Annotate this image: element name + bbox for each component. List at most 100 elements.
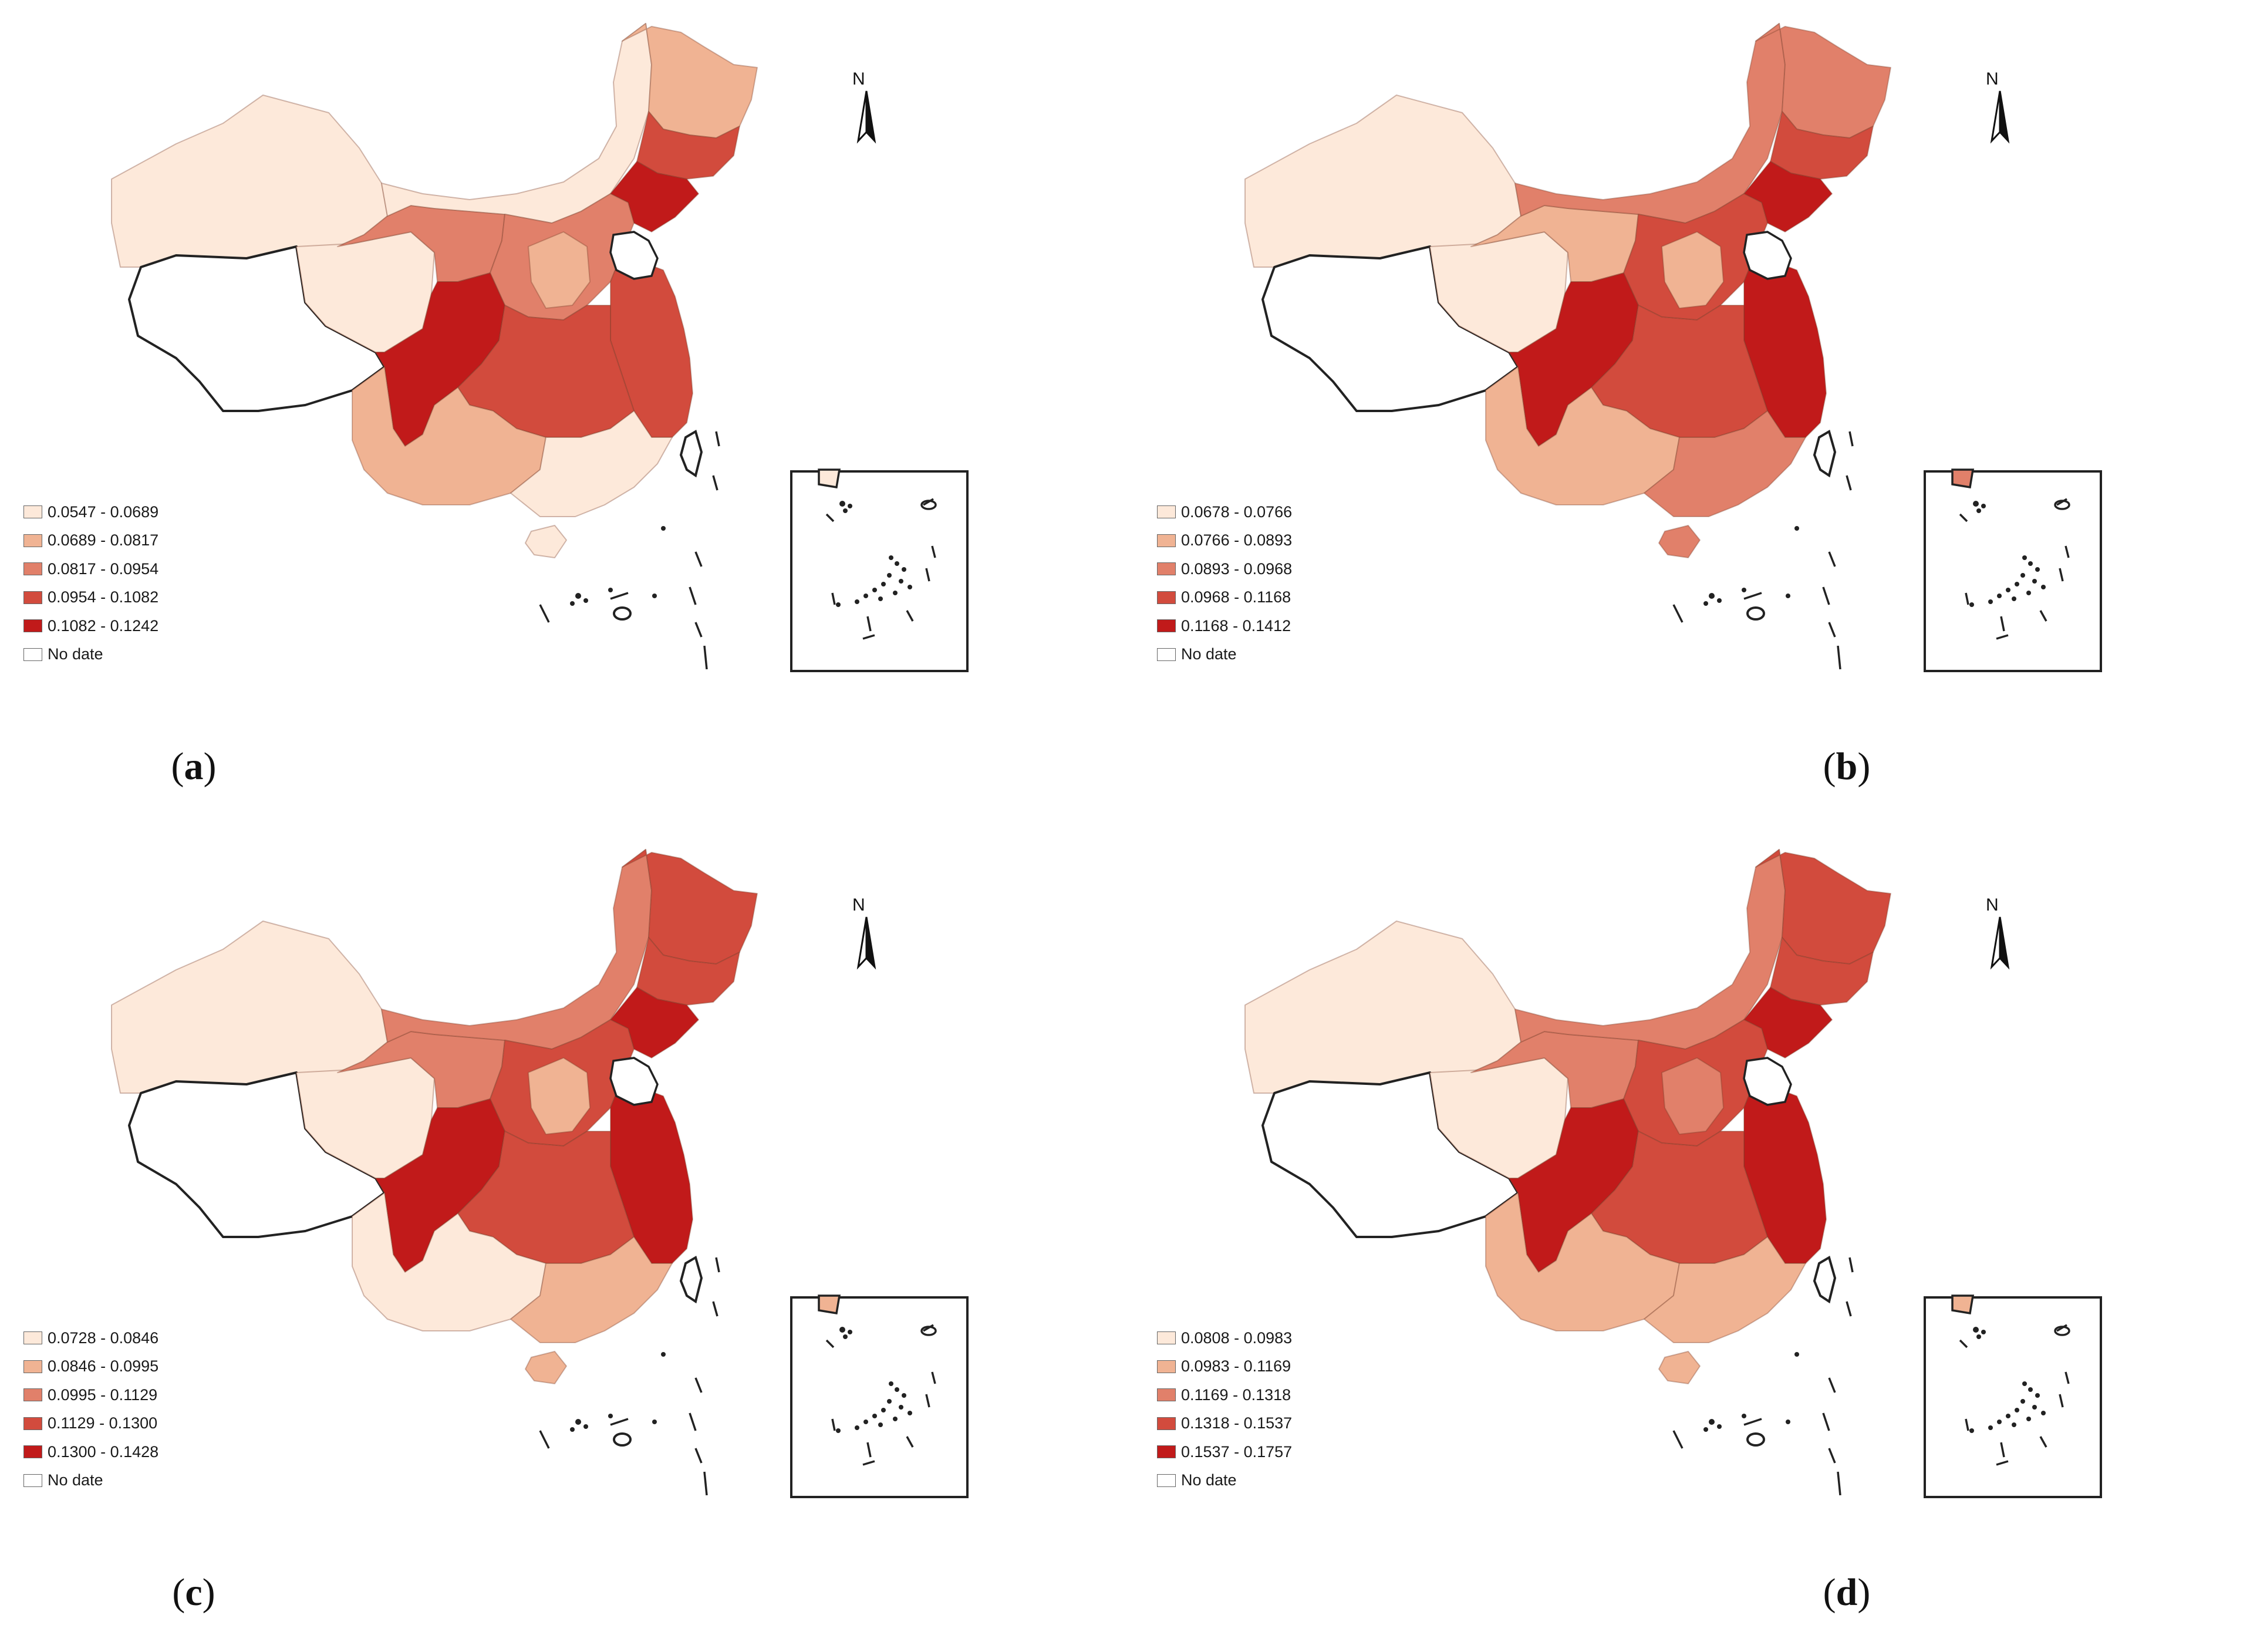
legend-row-5: 0.1537 - 0.1757	[1157, 1438, 1292, 1466]
china-map	[1244, 849, 2102, 1498]
legend-row-2: 0.0766 - 0.0893	[1157, 527, 1292, 555]
south-china-sea-inset	[790, 1294, 969, 1498]
legend-swatch-4	[1157, 1417, 1176, 1430]
legend-swatch-nodata	[23, 648, 42, 661]
legend-swatch-4	[23, 1417, 42, 1430]
legend-swatch-4	[23, 591, 42, 604]
region-south-coast	[1644, 410, 1806, 517]
legend-swatch-1	[23, 1331, 42, 1345]
caption-close: )	[203, 745, 217, 788]
caption-letter: b	[1836, 745, 1858, 788]
legend-label-1: 0.0547 - 0.0689	[48, 503, 159, 521]
legend-row-5: 0.1300 - 0.1428	[23, 1438, 158, 1466]
legend-swatch-3	[1157, 562, 1176, 576]
legend-row-nodata: No date	[1157, 640, 1292, 669]
china-map	[111, 23, 969, 672]
legend-row-2: 0.0689 - 0.0817	[23, 527, 158, 555]
legend-label-nodata: No date	[48, 645, 103, 663]
panel-caption: (a)	[135, 744, 252, 789]
south-sea-islands	[570, 526, 666, 606]
region-south-coast	[510, 1236, 673, 1343]
legend-label-2: 0.0983 - 0.1169	[1181, 1357, 1291, 1375]
south-china-sea-inset	[1924, 468, 2102, 672]
legend-swatch-4	[1157, 591, 1176, 604]
legend-swatch-2	[1157, 534, 1176, 547]
region-xinjiang	[1244, 921, 1522, 1094]
legend-row-nodata: No date	[23, 640, 158, 669]
bohai-sea	[1743, 1057, 1792, 1106]
region-hainan	[1658, 1351, 1701, 1384]
caption-close: )	[202, 1571, 215, 1614]
map-panel-d: N 0.0808 - 0.0983 0.0983 - 0.1169 0.1169…	[1134, 826, 2267, 1652]
caption-close: )	[1857, 1571, 1871, 1614]
north-label: N	[1986, 895, 1999, 915]
legend-row-5: 0.1168 - 0.1412	[1157, 612, 1292, 640]
mainland-provinces	[1244, 23, 1891, 558]
china-map	[1244, 23, 2102, 672]
legend-label-3: 0.0893 - 0.0968	[1181, 559, 1293, 578]
bohai-sea	[609, 231, 659, 280]
coast-outline	[1746, 606, 1765, 621]
legend-swatch-5	[23, 1445, 42, 1459]
mainland-provinces	[111, 849, 758, 1384]
north-label: N	[1986, 69, 1999, 89]
legend-row-3: 0.0817 - 0.0954	[23, 555, 158, 584]
legend-swatch-3	[23, 1388, 42, 1402]
taiwan-island	[1813, 429, 1837, 478]
region-jilin	[1770, 937, 1874, 1006]
caption-open: (	[1823, 745, 1836, 788]
caption-letter: c	[185, 1571, 203, 1614]
region-south-coast	[1644, 1236, 1806, 1343]
legend-label-1: 0.0808 - 0.0983	[1181, 1329, 1293, 1347]
bohai-sea	[609, 1057, 659, 1106]
map-legend: 0.0808 - 0.0983 0.0983 - 0.1169 0.1169 -…	[1157, 1324, 1292, 1495]
map-legend: 0.0728 - 0.0846 0.0846 - 0.0995 0.0995 -…	[23, 1324, 158, 1495]
south-sea-islands	[570, 1352, 666, 1432]
legend-label-4: 0.0954 - 0.1082	[48, 588, 159, 606]
map-legend: 0.0547 - 0.0689 0.0689 - 0.0817 0.0817 -…	[23, 498, 158, 669]
legend-label-nodata: No date	[1181, 1471, 1237, 1489]
legend-swatch-1	[23, 505, 42, 519]
legend-label-3: 0.0995 - 0.1129	[48, 1385, 158, 1404]
legend-swatch-5	[1157, 619, 1176, 633]
legend-row-nodata: No date	[1157, 1466, 1292, 1495]
legend-row-1: 0.0678 - 0.0766	[1157, 498, 1292, 527]
legend-row-4: 0.0954 - 0.1082	[23, 584, 158, 612]
legend-swatch-5	[1157, 1445, 1176, 1459]
legend-swatch-nodata	[1157, 1474, 1176, 1487]
legend-row-1: 0.0547 - 0.0689	[23, 498, 158, 527]
region-xinjiang	[1244, 95, 1522, 268]
north-arrow	[856, 916, 876, 970]
legend-swatch-1	[1157, 505, 1176, 519]
legend-row-3: 0.0995 - 0.1129	[23, 1381, 158, 1410]
north-label: N	[852, 69, 865, 89]
legend-label-4: 0.1318 - 0.1537	[1181, 1414, 1293, 1432]
map-panel-b: N 0.0678 - 0.0766 0.0766 - 0.0893 0.0893…	[1134, 0, 2267, 826]
legend-row-2: 0.0983 - 0.1169	[1157, 1353, 1292, 1381]
north-label: N	[852, 895, 865, 915]
caption-open: (	[1823, 1571, 1836, 1614]
south-sea-dashes	[539, 1257, 720, 1496]
south-sea-islands	[1703, 526, 1799, 606]
china-map	[111, 849, 969, 1498]
taiwan-island	[679, 429, 703, 478]
legend-row-5: 0.1082 - 0.1242	[23, 612, 158, 640]
legend-swatch-1	[1157, 1331, 1176, 1345]
region-central-north	[1661, 1057, 1724, 1135]
north-arrow	[1990, 916, 2010, 970]
south-china-sea-inset	[790, 468, 969, 672]
region-south-coast	[510, 410, 673, 517]
mainland-provinces	[1244, 849, 1891, 1384]
legend-label-4: 0.1129 - 0.1300	[48, 1414, 158, 1432]
legend-row-4: 0.1318 - 0.1537	[1157, 1410, 1292, 1438]
taiwan-island	[1813, 1255, 1837, 1304]
legend-row-4: 0.1129 - 0.1300	[23, 1410, 158, 1438]
legend-row-1: 0.0808 - 0.0983	[1157, 1324, 1292, 1353]
legend-label-4: 0.0968 - 0.1168	[1181, 588, 1291, 606]
region-jilin	[636, 111, 740, 180]
legend-label-5: 0.1537 - 0.1757	[1181, 1442, 1293, 1461]
legend-row-3: 0.0893 - 0.0968	[1157, 555, 1292, 584]
legend-label-2: 0.0689 - 0.0817	[48, 531, 159, 549]
legend-label-nodata: No date	[48, 1471, 103, 1489]
legend-row-4: 0.0968 - 0.1168	[1157, 584, 1292, 612]
